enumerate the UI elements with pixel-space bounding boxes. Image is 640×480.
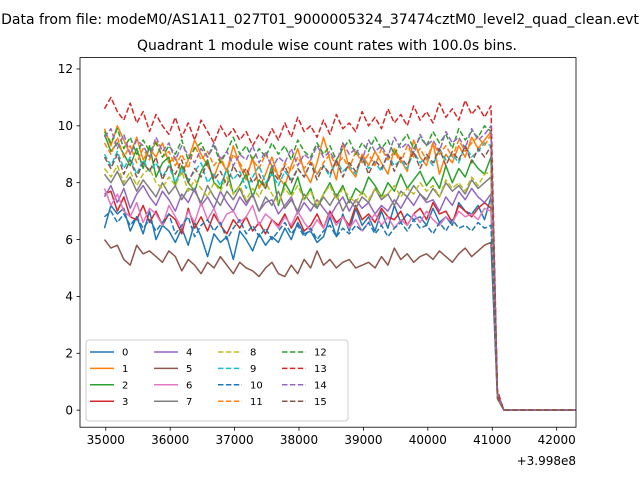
legend-label-15: 15: [314, 397, 327, 408]
legend-label-12: 12: [314, 348, 327, 359]
series-line-3: [104, 190, 576, 411]
series-line-13: [103, 96, 576, 411]
series-line-1: [103, 125, 576, 411]
y-tick-label: 6: [65, 233, 73, 247]
series-line-12: [103, 125, 576, 411]
legend-label-3: 3: [122, 397, 128, 408]
legend-label-7: 7: [186, 397, 192, 408]
y-tick-label: 4: [65, 290, 73, 304]
x-tick-label: 37000: [216, 433, 254, 447]
y-tick-label: 0: [65, 403, 73, 417]
y-tick-label: 2: [65, 346, 73, 360]
series-line-10: [103, 210, 576, 411]
legend-label-10: 10: [250, 380, 263, 391]
y-tick-label: 12: [58, 62, 73, 76]
series-line-4: [103, 184, 576, 411]
chart-title: Quadrant 1 module wise count rates with …: [137, 38, 517, 54]
legend-label-2: 2: [122, 380, 128, 391]
axes-frame: [79, 57, 577, 428]
legend-label-11: 11: [250, 397, 263, 408]
plot-area: [103, 96, 576, 411]
x-tick-label: 35000: [87, 433, 125, 447]
legend-label-13: 13: [314, 364, 327, 375]
series-line-7: [103, 170, 576, 411]
series-line-14: [103, 125, 576, 411]
legend-label-0: 0: [122, 348, 128, 359]
x-axis: 35000 36000 37000 38000 39000 40000 41000 42000: [87, 427, 576, 447]
legend-label-14: 14: [314, 380, 327, 391]
series-line-5: [103, 239, 576, 411]
x-tick-label: 41000: [473, 433, 511, 447]
x-tick-label: 36000: [151, 433, 189, 447]
x-tick-label: 38000: [280, 433, 318, 447]
legend-label-4: 4: [186, 348, 192, 359]
y-axis: 0 2 4 6 8 10 12: [58, 62, 80, 417]
x-tick-label: 40000: [409, 433, 447, 447]
series-line-11: [103, 133, 576, 411]
figure-suptitle: Data from file: modeM0/AS1A11_027T01_900…: [1, 12, 639, 28]
legend-label-5: 5: [186, 364, 192, 375]
series-line-8: [103, 164, 576, 411]
legend-label-1: 1: [122, 364, 128, 375]
legend-label-8: 8: [250, 348, 256, 359]
x-tick-label: 42000: [538, 433, 576, 447]
legend-label-6: 6: [186, 380, 192, 391]
x-axis-offset-label: +3.998e8: [517, 454, 576, 468]
series-line-9: [103, 142, 576, 411]
series-line-2: [103, 134, 576, 411]
x-tick-label: 39000: [344, 433, 382, 447]
y-tick-label: 8: [65, 176, 73, 190]
legend-label-9: 9: [250, 364, 256, 375]
series-line-15: [103, 144, 576, 411]
y-tick-label: 10: [58, 119, 73, 133]
